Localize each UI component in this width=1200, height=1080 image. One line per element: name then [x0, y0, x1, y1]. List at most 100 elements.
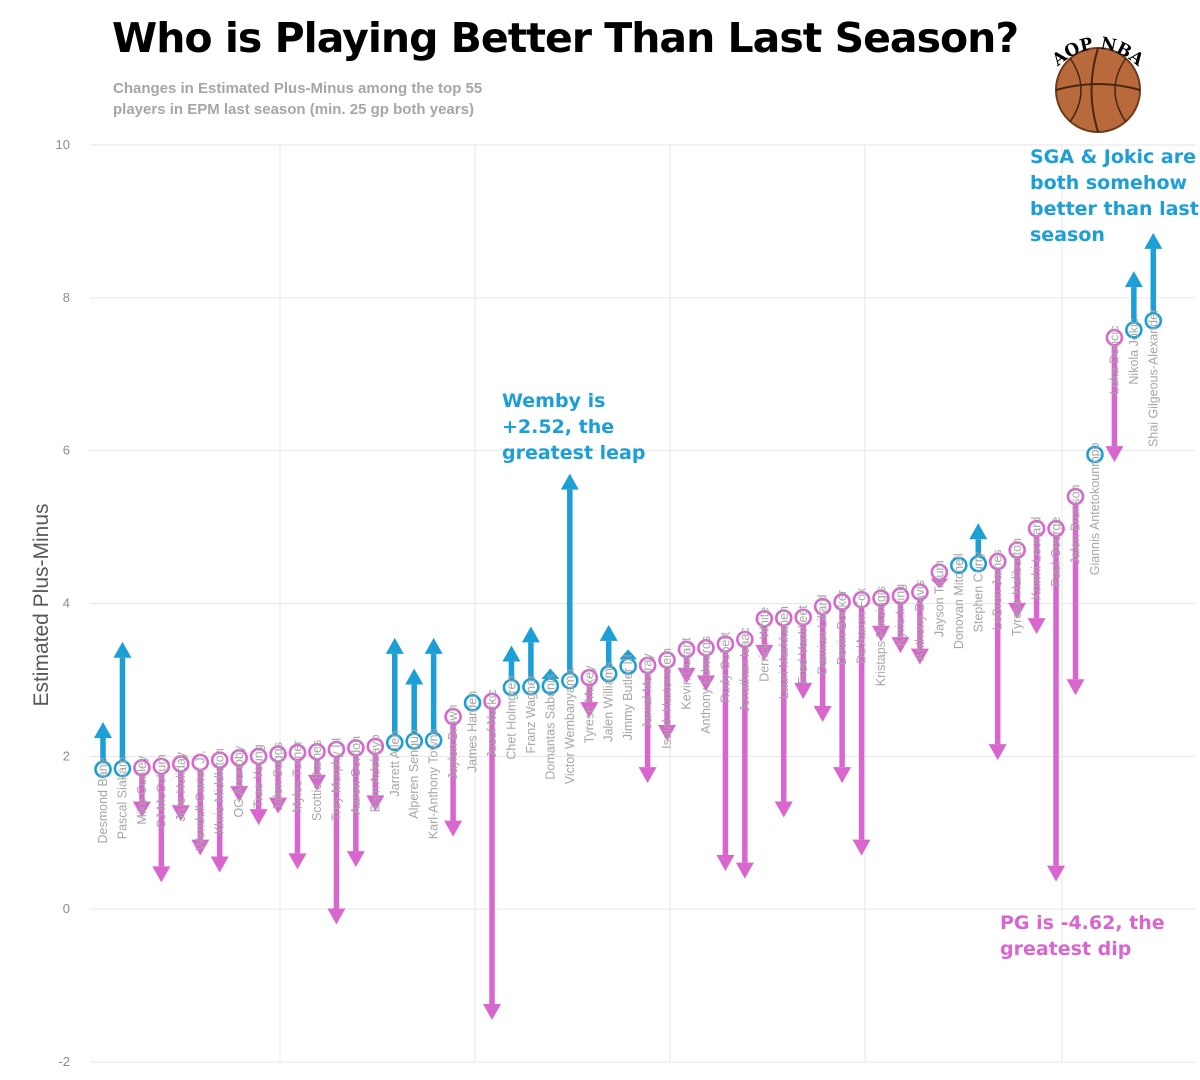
player-name-de-aaron-fox: De'Aaron Fox — [855, 587, 869, 664]
dot-lebron-james — [988, 552, 1007, 571]
dot-jalen-brunson — [1066, 487, 1085, 506]
arrow-head-anthony-edwards — [696, 675, 715, 692]
player-name-james-harden: James Harden — [466, 691, 480, 772]
dot-tyrese-maxey — [580, 668, 599, 687]
arrow-head-shai-gilgeous-alexander — [1144, 232, 1163, 249]
dot-wendell-carter-jr- — [191, 753, 210, 772]
dot-kristaps-porzingis — [872, 589, 890, 607]
annotation-paul-george: PG is -4.62, the greatest dip — [1000, 910, 1165, 962]
arrow-head-mike-conley — [132, 801, 151, 818]
y-tick-label: 2 — [63, 748, 70, 763]
arrow-head-lebron-james — [988, 744, 1007, 761]
player-name-jaylen-brown: Jaylen Brown — [446, 705, 460, 780]
player-name-domantas-sabonis: Domantas Sabonis — [543, 674, 557, 780]
player-name-lauri-markkanen: Lauri Markkanen — [777, 606, 791, 699]
arrow-head-jalen-brunson — [1066, 679, 1085, 696]
arrow-head-bam-adebayo — [366, 795, 385, 812]
dot-anthony-davis — [911, 583, 929, 601]
player-name-lebron-james: LeBron James — [991, 549, 1005, 630]
arrow-head-jalen-williams — [599, 624, 618, 641]
dot-karl-anthony-towns — [424, 731, 443, 750]
y-tick-label: 0 — [63, 901, 70, 916]
player-name-franz-wagner: Franz Wagner — [524, 675, 538, 754]
dot-pascal-siakam — [113, 759, 132, 778]
arrow-head-cj-mccollum — [152, 866, 171, 883]
player-name-tyrese-maxey: Tyrese Maxey — [582, 665, 596, 744]
player-name-trey-murphy-iii: Trey Murphy III — [329, 737, 343, 821]
player-name-jayson-tatum: Jayson Tatum — [932, 560, 946, 637]
y-axis-ticks: -2 0 2 4 6 8 10 — [56, 137, 70, 1069]
player-name-shai-gilgeous-alexander: Shai Gilgeous-Alexander — [1146, 309, 1160, 447]
chart-title: Who is Playing Better Than Last Season? — [112, 14, 1019, 62]
dot-trae-young — [249, 747, 268, 766]
arrow-head-khris-middleton — [210, 856, 229, 873]
arrow-head-jaylen-brown — [444, 820, 463, 837]
player-name-jonathan-isaac: Jonathan Isaac — [738, 627, 752, 712]
dot-chet-holmgren — [502, 678, 521, 697]
dot-jusuf-nurkic — [483, 692, 501, 711]
dot-de-aaron-fox — [852, 590, 871, 609]
player-name-devin-booker: Devin Booker — [835, 590, 849, 665]
arrow-head-aaron-gordon — [346, 851, 365, 868]
player-name-derrick-white: Derrick White — [757, 607, 771, 682]
dot-luka-doncic — [1105, 328, 1124, 347]
player-name-luka-doncic: Luka Doncic — [1107, 326, 1121, 395]
y-tick-label: 4 — [63, 596, 70, 611]
dot-kyrie-irving — [891, 587, 910, 605]
dot-bam-adebayo — [366, 737, 385, 756]
arrow-head-pascal-siakam — [113, 641, 132, 658]
dot-jalen-williams — [599, 665, 618, 683]
dot-shai-gilgeous-alexander — [1144, 311, 1163, 330]
arrow-head-damian-lillard — [813, 705, 832, 722]
dot-damian-lillard — [813, 597, 832, 616]
dot-jarrett-allen — [385, 733, 404, 752]
arrow-head-trae-young — [249, 809, 268, 826]
dot-jrue-holiday — [172, 755, 190, 773]
y-tick-label: -2 — [58, 1054, 70, 1069]
player-name-kawhi-leonard: Kawhi Leonard — [1030, 517, 1044, 600]
player-name-victor-wembanyama: Victor Wembanyama — [563, 669, 577, 785]
arrow-head-paul-george — [1047, 865, 1066, 882]
dot-alperen-sengun — [405, 732, 424, 750]
arrow-head-victor-wembanyama — [560, 473, 579, 490]
arrow-head-kristaps-porzingis — [872, 625, 890, 642]
dot-jimmy-butler-iii — [619, 657, 637, 675]
dot-stephen-curry — [969, 554, 988, 573]
arrow-head-jrue-holiday — [171, 805, 190, 822]
annotation-line: PG is -4.62, the — [1000, 912, 1165, 934]
chart-subtitle: Changes in Estimated Plus-Minus among th… — [113, 80, 483, 118]
player-name-giannis-antetokounmpo: Giannis Antetokounmpo — [1088, 442, 1102, 575]
player-name-cj-mccollum: CJ McCollum — [154, 754, 168, 828]
dot-domantas-sabonis — [541, 677, 560, 695]
dot-lauri-markkanen — [774, 609, 793, 627]
dot-isaiah-hartenstein — [658, 651, 676, 669]
player-name-kristaps-porzingis: Kristaps Porzingis — [874, 586, 888, 686]
player-name-trae-young: Trae Young — [252, 744, 266, 808]
y-tick-label: 8 — [63, 290, 70, 305]
player-name-anthony-davis: Anthony Davis — [913, 580, 927, 661]
arrow-head-karl-anthony-towns — [424, 637, 443, 654]
arrow-head-jarrett-allen — [385, 637, 404, 654]
arrow-head-isaiah-hartenstein — [658, 725, 677, 742]
player-name-jamal-murray: Jamal Murray — [641, 653, 655, 729]
arrow-head-franz-wagner — [521, 626, 540, 643]
player-name-tyrese-haliburton: Tyrese Haliburton — [1010, 538, 1024, 636]
annotation-line: greatest dip — [1000, 938, 1132, 960]
player-name-khris-middleton: Khris Middleton — [213, 748, 227, 834]
arrow-head-nikola-jokic — [1124, 271, 1143, 288]
arrow-head-jusuf-nurkic — [483, 1003, 501, 1020]
player-name-wendell-carter-jr-: Wendell Carter Jr. — [193, 750, 207, 850]
dot-mike-conley — [133, 758, 151, 777]
dot-derrick-white — [755, 609, 774, 628]
dot-tyrese-haliburton — [1008, 541, 1026, 559]
arrow-head-tyrese-haliburton — [1008, 602, 1027, 619]
arrow-head-desmond-bane — [94, 721, 112, 738]
player-name-donovan-mitchell: Donovan Mitchell — [952, 553, 966, 649]
dot-rudy-gobert — [716, 635, 735, 653]
dot-paul-george — [1047, 519, 1065, 538]
player-name-jalen-brunson: Jalen Brunson — [1069, 484, 1083, 564]
player-dots — [94, 311, 1163, 779]
player-name-mike-conley: Mike Conley — [135, 755, 149, 825]
arrow-head-jimmy-butler-iii — [619, 649, 638, 660]
player-name-aaron-gordon: Aaron Gordon — [349, 736, 363, 815]
